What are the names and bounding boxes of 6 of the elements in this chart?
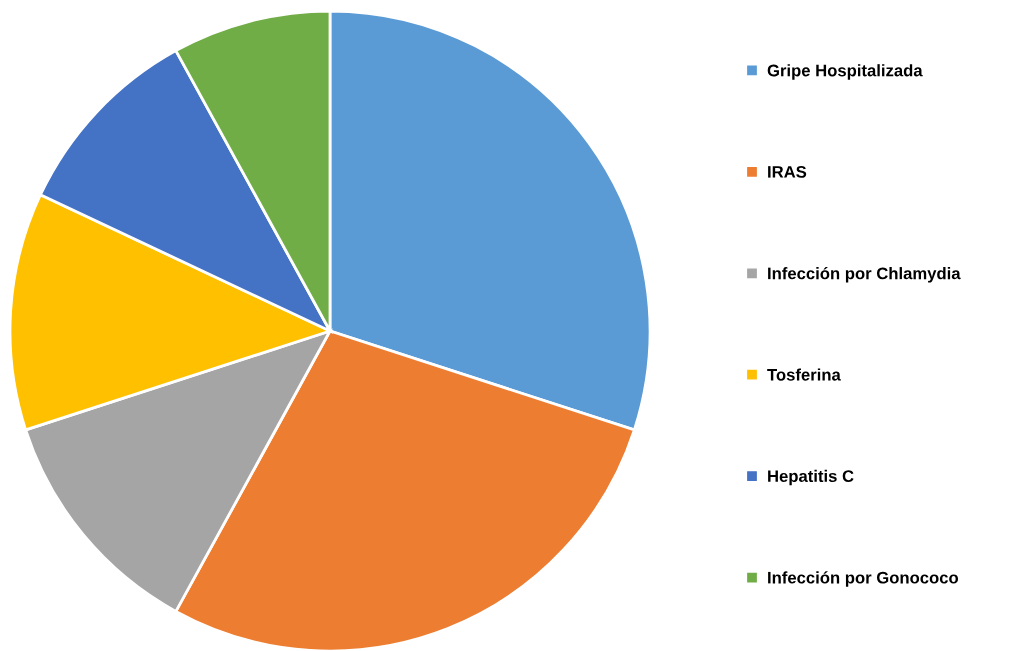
legend-label: IRAS [768, 165, 807, 178]
legend-label: Infección por Chlamydia [768, 266, 961, 283]
legend-label: Hepatitis C [768, 469, 854, 486]
legend-label: Infección por Gonococo [768, 571, 959, 587]
legend-label: Tosferina [767, 368, 841, 381]
legend-label: Gripe Hospitalizada [767, 64, 923, 80]
